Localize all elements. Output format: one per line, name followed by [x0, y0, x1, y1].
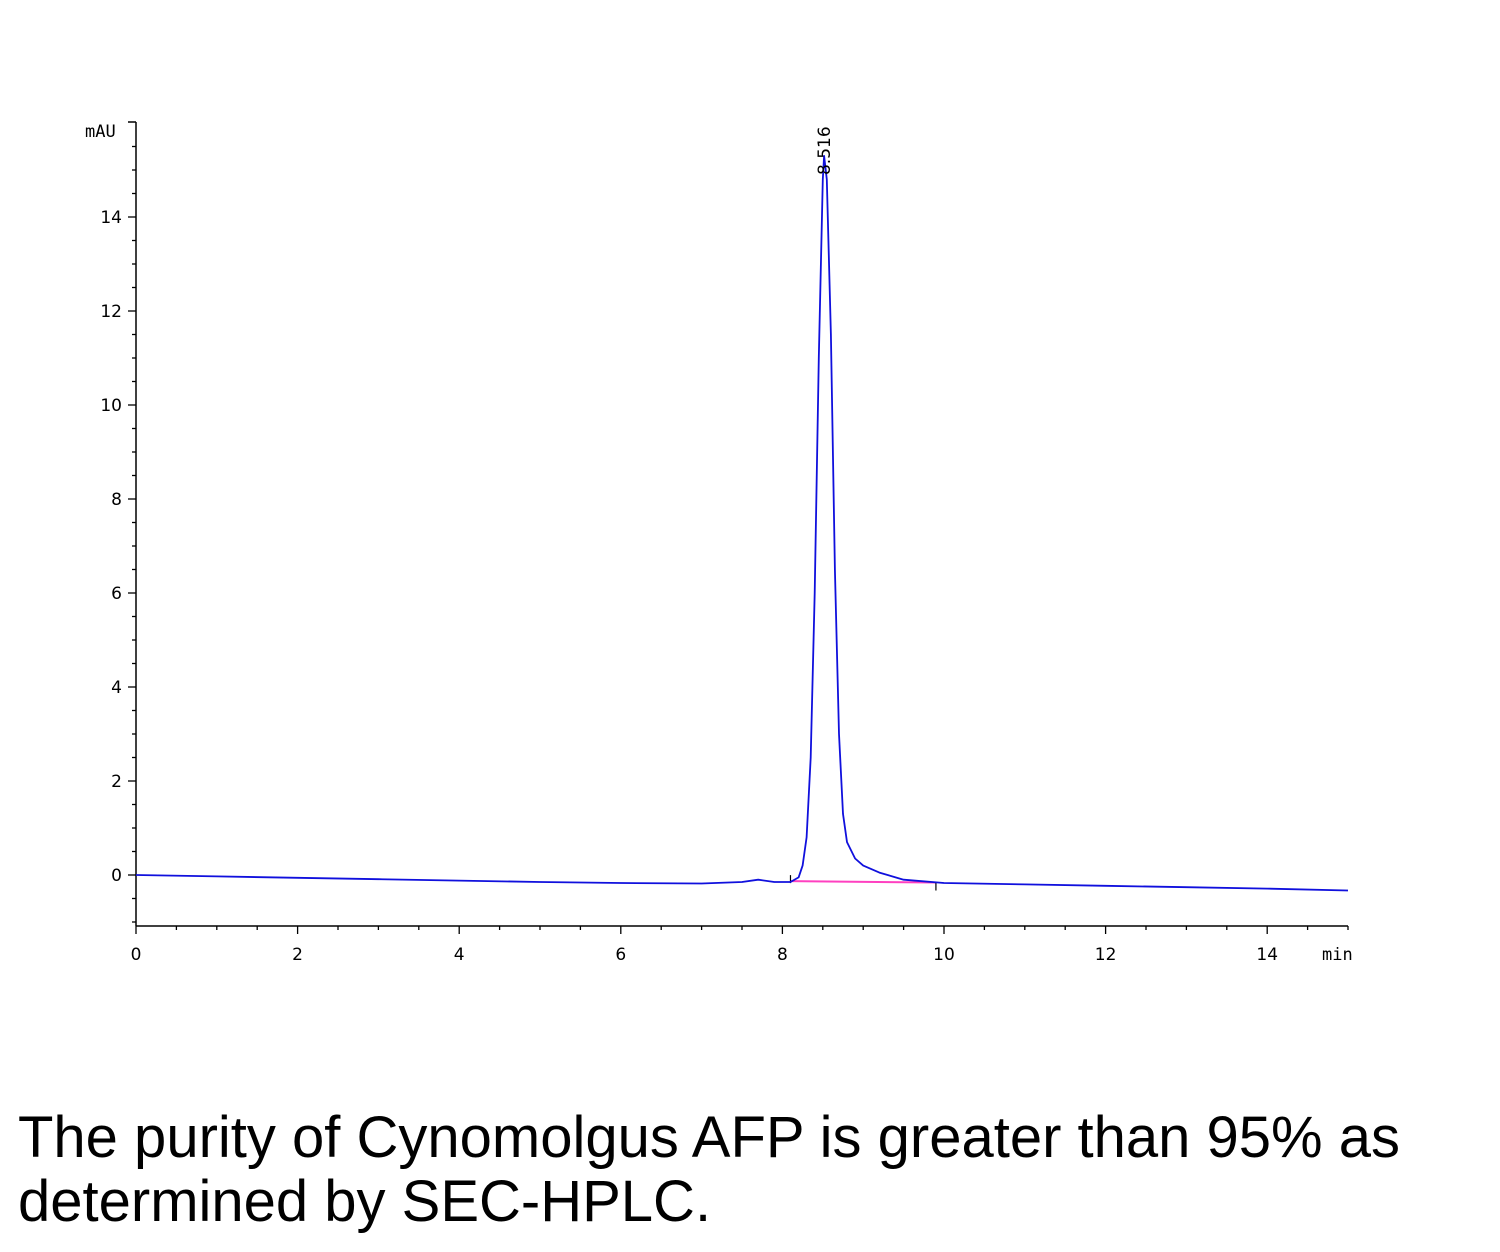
x-tick-label: 10: [933, 945, 955, 965]
y-axis-unit-label: mAU: [85, 122, 116, 142]
y-axis-ticks: 0 2 4 6 8 10 12 14: [100, 145, 136, 923]
y-tick-label: 4: [111, 678, 122, 698]
x-axis-ticks: 0 2 4 6 8 10 12 14: [131, 926, 1349, 965]
x-tick-label: 2: [292, 945, 303, 965]
x-tick-label: 6: [615, 945, 626, 965]
y-tick-label: 0: [111, 866, 122, 886]
chromatogram-chart: 0 2 4 6 8 10 12 14 0 2 4 6 8 10 12 14 mAU min 8.516: [85, 121, 1353, 965]
x-axis-unit-label: min: [1322, 945, 1353, 965]
x-tick-label: 12: [1095, 945, 1117, 965]
y-tick-label: 8: [111, 490, 122, 510]
x-tick-label: 0: [131, 945, 142, 965]
plot-area: 8.516: [135, 126, 1349, 892]
x-tick-label: 8: [777, 945, 788, 965]
y-tick-label: 10: [100, 396, 122, 416]
integration-baseline: [790, 880, 936, 884]
peak-retention-label: 8.516: [815, 126, 835, 175]
x-tick-label: 14: [1256, 945, 1278, 965]
signal-trace: [135, 154, 1349, 892]
purity-caption: The purity of Cynomolgus AFP is greater …: [18, 1105, 1400, 1234]
y-tick-label: 2: [111, 772, 122, 792]
chart-axes: [128, 121, 1348, 927]
x-tick-label: 4: [454, 945, 465, 965]
y-tick-label: 6: [111, 584, 122, 604]
y-tick-label: 12: [100, 302, 122, 322]
y-tick-label: 14: [100, 208, 122, 228]
